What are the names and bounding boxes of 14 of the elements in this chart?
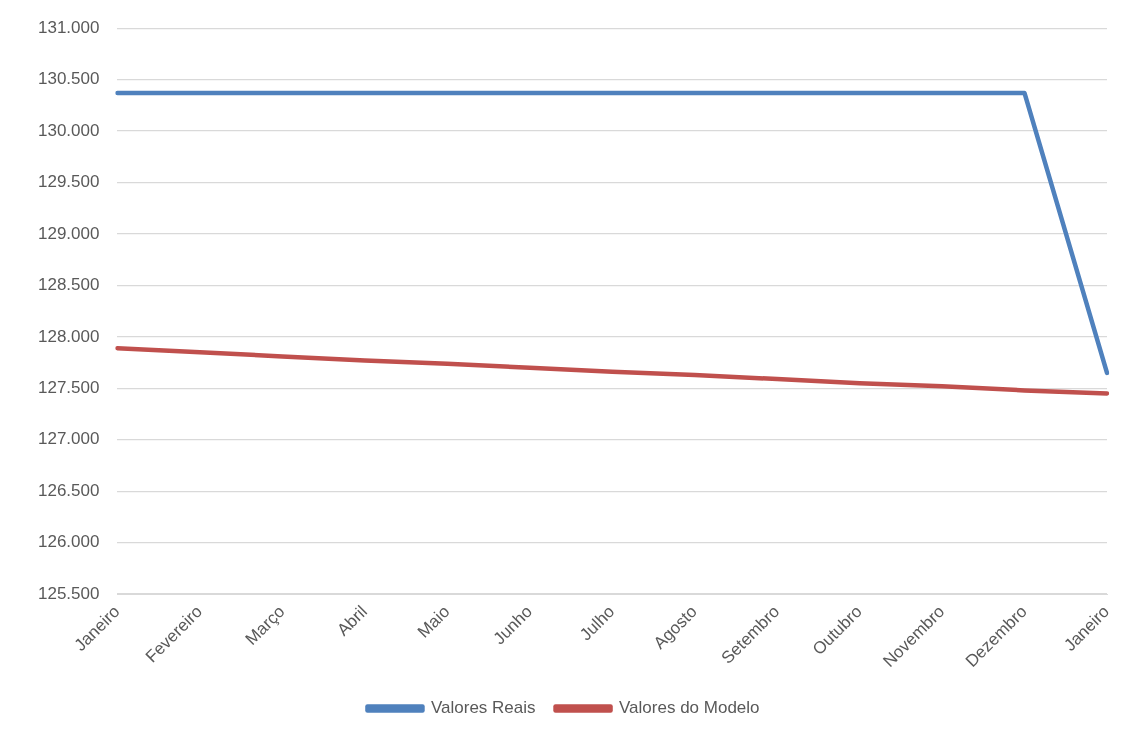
y-tick-label: 126.500 (38, 480, 100, 500)
y-tick-label: 126.000 (38, 532, 100, 552)
y-tick-label: 131.000 (38, 17, 100, 37)
y-tick-label: 125.500 (38, 583, 100, 603)
y-tick-label: 129.500 (38, 172, 100, 192)
y-tick-label: 128.000 (38, 326, 100, 346)
y-tick-label: 127.000 (38, 429, 100, 449)
y-tick-label: 128.500 (38, 275, 100, 295)
y-tick-label: 130.000 (38, 120, 100, 140)
legend-label: Valores Reais (430, 698, 536, 718)
y-tick-label: 129.000 (38, 223, 100, 243)
y-tick-label: 127.500 (38, 378, 100, 398)
y-tick-label: 130.500 (38, 69, 100, 89)
legend-label: Valores do Modelo (619, 698, 760, 718)
